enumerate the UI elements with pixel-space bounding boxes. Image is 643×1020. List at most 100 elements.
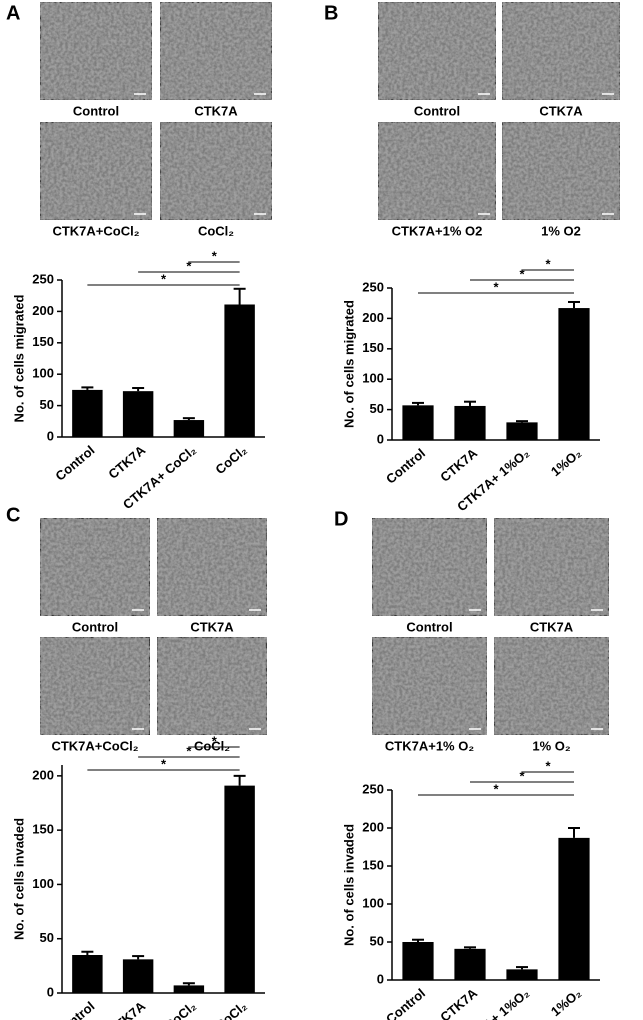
- y-tick-label: 100: [32, 876, 54, 891]
- significance-mark: *: [212, 733, 218, 748]
- significance-mark: *: [212, 248, 218, 263]
- micrograph: [371, 517, 488, 617]
- bar: [72, 389, 103, 437]
- bar: [224, 785, 255, 993]
- micrograph: [39, 636, 151, 736]
- image-label: CoCl₂: [198, 223, 234, 238]
- significance-mark: *: [519, 768, 525, 783]
- panel-label: C: [6, 504, 20, 526]
- bar: [454, 405, 486, 440]
- bar: [173, 420, 205, 437]
- bar: [122, 959, 154, 993]
- x-tick-label: Control: [52, 998, 97, 1020]
- micrograph: [39, 121, 153, 221]
- micrograph: [156, 517, 268, 617]
- micrograph: [371, 636, 488, 736]
- bar: [173, 985, 205, 993]
- y-tick-label: 0: [377, 431, 384, 446]
- x-tick-label: CoCl₂: [212, 442, 249, 477]
- y-tick-label: 0: [47, 428, 54, 443]
- x-tick-label: CoCl₂: [212, 998, 249, 1020]
- y-tick-label: 0: [47, 984, 54, 999]
- x-tick-label: Control: [52, 442, 97, 483]
- y-tick-label: 200: [362, 819, 384, 834]
- significance-mark: *: [493, 279, 499, 294]
- image-label: CTK7A: [190, 619, 234, 634]
- micrograph: [159, 1, 273, 101]
- x-tick-label: CTK7A: [437, 445, 480, 485]
- micrograph: [159, 121, 273, 221]
- y-tick-label: 150: [362, 857, 384, 872]
- significance-mark: *: [545, 758, 551, 773]
- significance-mark: *: [186, 258, 192, 273]
- image-label: CTK7A+CoCl₂: [51, 738, 138, 753]
- y-tick-label: 250: [362, 279, 384, 294]
- y-tick-label: 50: [370, 401, 384, 416]
- image-label: CTK7A+CoCl₂: [52, 223, 139, 238]
- bar: [506, 969, 538, 980]
- x-tick-label: 1%O₂: [548, 445, 584, 479]
- x-tick-label: Control: [383, 445, 428, 486]
- micrograph: [493, 517, 610, 617]
- image-label: CTK7A: [530, 619, 574, 634]
- bar: [558, 308, 590, 440]
- y-axis-label: No. of cells migrated: [11, 295, 26, 423]
- image-label: Control: [73, 103, 119, 118]
- y-tick-label: 100: [362, 895, 384, 910]
- y-tick-label: 150: [362, 340, 384, 355]
- micrograph: [156, 636, 268, 736]
- bar: [506, 422, 538, 440]
- y-axis-label: No. of cells invaded: [341, 824, 356, 946]
- micrograph: [501, 1, 621, 101]
- image-label: CTK7A: [194, 103, 238, 118]
- x-tick-label: CTK7A: [437, 985, 480, 1020]
- x-tick-label: CTK7A: [105, 998, 148, 1020]
- panel-label: B: [324, 2, 338, 24]
- x-tick-label: Control: [383, 985, 428, 1020]
- significance-mark: *: [519, 266, 525, 281]
- significance-mark: *: [493, 781, 499, 796]
- y-axis-label: No. of cells invaded: [11, 818, 26, 940]
- bar: [454, 948, 486, 980]
- micrograph: [501, 121, 621, 221]
- y-axis-label: No. of cells migrated: [341, 300, 356, 428]
- y-tick-label: 200: [32, 767, 54, 782]
- image-label: Control: [406, 619, 452, 634]
- micrograph: [39, 1, 153, 101]
- y-tick-label: 200: [362, 310, 384, 325]
- y-tick-label: 50: [40, 930, 54, 945]
- image-label: CTK7A+1% O2: [392, 223, 483, 238]
- significance-mark: *: [161, 756, 167, 771]
- y-tick-label: 150: [32, 822, 54, 837]
- image-label: Control: [72, 619, 118, 634]
- significance-mark: *: [545, 256, 551, 271]
- x-tick-label: 1%O₂: [548, 985, 584, 1019]
- y-tick-label: 0: [377, 971, 384, 986]
- image-label: CoCl₂: [194, 738, 230, 753]
- bar: [402, 405, 434, 440]
- image-label: Control: [414, 103, 460, 118]
- image-label: CTK7A: [539, 103, 583, 118]
- panel-label: A: [6, 2, 20, 24]
- micrograph: [377, 1, 497, 101]
- micrograph: [493, 636, 610, 736]
- y-tick-label: 250: [32, 271, 54, 286]
- bar: [72, 955, 103, 993]
- image-label: 1% O₂: [532, 738, 571, 753]
- micrograph: [39, 517, 151, 617]
- bar: [402, 942, 434, 980]
- image-label: CTK7A+1% O₂: [385, 738, 474, 753]
- significance-mark: *: [161, 271, 167, 286]
- y-tick-label: 100: [362, 371, 384, 386]
- x-tick-label: CTK7A: [105, 442, 148, 482]
- bar: [122, 391, 154, 437]
- image-label: 1% O2: [541, 223, 581, 238]
- y-tick-label: 200: [32, 303, 54, 318]
- bar: [558, 837, 590, 980]
- y-tick-label: 150: [32, 334, 54, 349]
- y-tick-label: 250: [362, 781, 384, 796]
- y-tick-label: 100: [32, 366, 54, 381]
- y-tick-label: 50: [40, 397, 54, 412]
- significance-mark: *: [186, 743, 192, 758]
